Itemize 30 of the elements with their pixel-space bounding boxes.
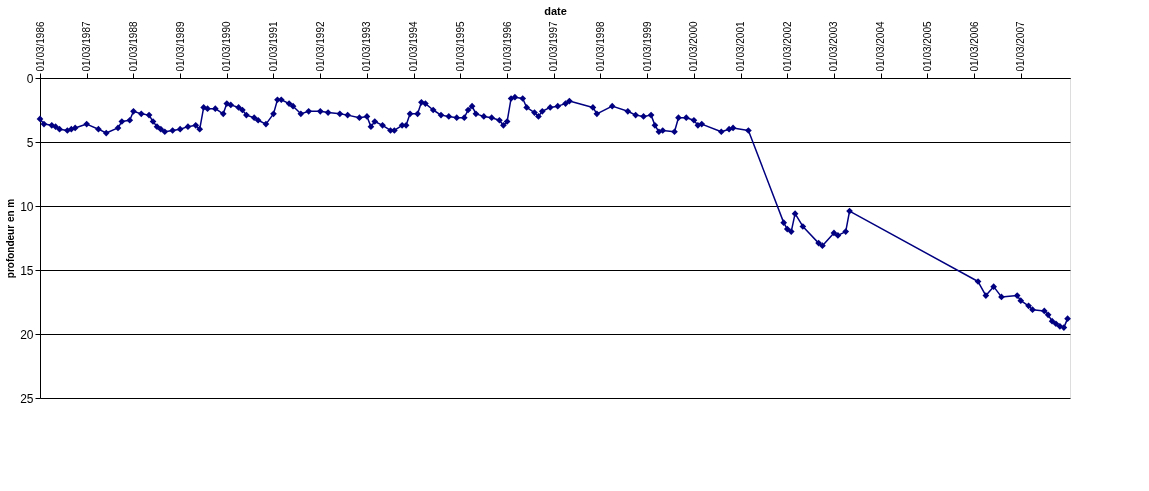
y-axis-title: profondeur en m [5,198,17,279]
y-tick-label: 10 [20,199,34,214]
x-tick-label: 01/03/1994 [408,21,420,72]
x-tick-label: 01/03/2004 [875,21,887,72]
x-tick-label: 01/03/1998 [594,21,606,72]
x-tick-label: 01/03/1995 [454,21,466,72]
x-tick-label: 01/03/1989 [174,21,186,72]
x-tick-label: 01/03/1997 [548,21,560,72]
x-tick-label: 01/03/1990 [221,21,233,72]
x-tick-label: 01/03/2003 [828,21,840,72]
x-tick-label: 01/03/1986 [34,21,46,72]
x-tick-label: 01/03/1988 [127,21,139,72]
y-tick-label: 25 [20,391,34,406]
x-tick-label: 01/03/1992 [314,21,326,72]
x-tick-label: 01/03/1991 [267,21,279,72]
x-tick-label: 01/03/1987 [81,21,93,72]
x-tick-label: 01/03/2007 [1015,21,1027,72]
x-axis-title: date [544,5,567,18]
x-tick-label: 01/03/1996 [501,21,513,72]
x-tick-label: 01/03/1993 [361,21,373,72]
y-tick-label: 5 [26,135,34,150]
x-tick-label: 01/03/2000 [688,21,700,72]
x-tick-label: 01/03/2005 [921,21,933,72]
x-tick-label: 01/03/2001 [735,21,747,72]
x-tick-label: 01/03/2006 [968,21,980,72]
y-tick-label: 15 [20,263,34,278]
x-tick-label: 01/03/2002 [781,21,793,72]
x-tick-label: 01/03/1999 [641,21,653,72]
y-tick-label: 20 [20,327,34,342]
y-tick-label: 0 [26,71,34,86]
